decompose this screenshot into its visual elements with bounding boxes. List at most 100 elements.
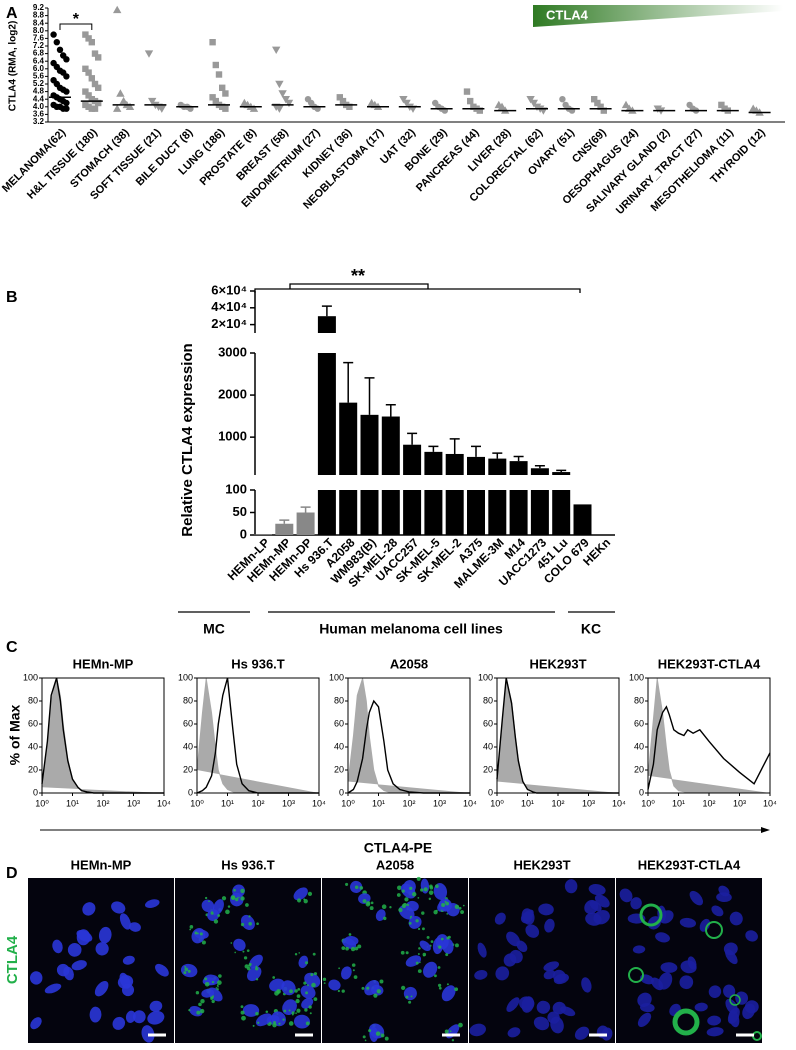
nucleus <box>495 966 510 981</box>
stain-speckle <box>200 998 205 1004</box>
plot-title: HEK293T-CTLA4 <box>658 656 761 671</box>
stain-speckle <box>297 898 302 903</box>
stain-speckle <box>196 932 199 935</box>
nucleus <box>122 955 135 965</box>
y-tick-label: 20 <box>483 764 493 774</box>
stain-speckle <box>242 950 245 953</box>
nucleus <box>469 1023 486 1037</box>
stain-speckle <box>420 888 424 892</box>
bar <box>509 490 528 535</box>
bar <box>573 504 592 535</box>
x-tick-label: 10⁴ <box>463 798 477 808</box>
stain-speckle <box>215 987 218 989</box>
nucleus <box>474 969 488 980</box>
nucleus <box>689 890 704 906</box>
y-tick-label: 8.8 <box>33 11 45 20</box>
x-tick-label: 10¹ <box>521 798 534 808</box>
nucleus <box>637 1012 652 1028</box>
stain-speckle <box>305 1021 310 1026</box>
stain-speckle <box>454 987 459 992</box>
stain-speckle <box>434 974 437 978</box>
bar <box>317 353 336 475</box>
data-point <box>119 96 128 105</box>
nucleus <box>442 938 454 954</box>
stain-speckle <box>184 965 187 968</box>
nucleus <box>255 1013 273 1027</box>
y-tick-label: 40 <box>334 741 344 751</box>
stain-speckle <box>444 900 447 903</box>
stain-speckle <box>296 994 301 998</box>
nucleus <box>637 992 652 1007</box>
stain-speckle <box>369 906 374 911</box>
data-point <box>63 105 70 112</box>
x-tick-label: 10⁰ <box>190 798 204 808</box>
stain-speckle <box>240 1005 244 1009</box>
nucleus <box>300 985 316 999</box>
stain-ring <box>672 1008 700 1036</box>
stain-speckle <box>295 1012 297 1014</box>
nucleus <box>509 949 523 964</box>
data-point <box>281 96 290 104</box>
nucleus <box>128 922 141 932</box>
stain-speckle <box>380 1033 385 1038</box>
stain-speckle <box>241 1015 246 1021</box>
y-tick-label: 40 <box>28 741 38 751</box>
nucleus <box>658 972 673 990</box>
y-tick-label: 2×10⁴ <box>211 316 247 331</box>
stain-speckle <box>183 971 187 975</box>
stain-speckle <box>345 882 349 886</box>
stain-speckle <box>313 997 318 1002</box>
data-point <box>275 105 284 113</box>
stain-line <box>196 677 319 794</box>
y-tick-label: 80 <box>183 695 193 705</box>
nucleus <box>655 932 670 943</box>
nucleus <box>328 979 341 991</box>
y-tick-label: 40 <box>183 741 193 751</box>
nucleus <box>293 887 308 901</box>
stain-speckle <box>303 899 308 904</box>
data-point <box>209 39 216 46</box>
x-tick-label: 10² <box>702 798 715 808</box>
nucleus <box>249 954 263 969</box>
nucleus <box>95 942 109 956</box>
nucleus <box>507 1027 521 1038</box>
nucleus <box>735 991 749 1005</box>
data-point <box>249 104 259 112</box>
stain-speckle <box>187 969 191 973</box>
nucleus <box>574 1026 590 1040</box>
y-tick-label: 2000 <box>218 387 247 402</box>
nucleus <box>56 963 70 977</box>
data-point <box>63 56 70 63</box>
data-point <box>399 96 408 104</box>
plot-title: Hs 936.T <box>231 656 285 671</box>
data-point <box>85 92 92 99</box>
x-tick-label: 10¹ <box>372 798 385 808</box>
y-tick-label: 60 <box>334 718 344 728</box>
nucleus <box>304 972 321 988</box>
stain-speckle <box>438 986 442 990</box>
data-point <box>600 107 607 114</box>
y-tick-label: 0 <box>240 526 247 541</box>
bar <box>424 490 443 535</box>
stain-speckle <box>200 1008 205 1014</box>
stain-speckle <box>255 1011 259 1016</box>
stain-speckle <box>444 1029 449 1034</box>
nucleus <box>552 969 566 983</box>
data-point <box>63 99 70 107</box>
data-point <box>532 103 542 111</box>
bar <box>317 316 336 333</box>
stain-speckle <box>240 922 245 927</box>
nucleus <box>729 911 743 926</box>
y-tick-label: 80 <box>334 695 344 705</box>
data-point <box>529 99 538 108</box>
nucleus <box>29 971 43 985</box>
stain-speckle <box>230 895 236 901</box>
stain-speckle <box>376 989 381 994</box>
nucleus <box>544 918 555 933</box>
image-title: A2058 <box>376 857 414 872</box>
stain-speckle <box>366 986 370 990</box>
stain-speckle <box>416 876 421 881</box>
data-point <box>621 100 631 109</box>
stain-speckle <box>296 1008 301 1013</box>
stain-speckle <box>227 905 231 908</box>
